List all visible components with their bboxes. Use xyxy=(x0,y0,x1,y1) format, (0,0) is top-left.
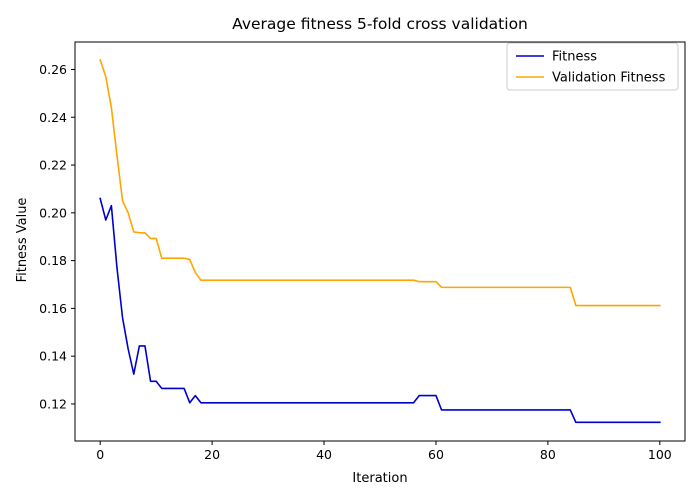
y-tick-label: 0.14 xyxy=(39,349,67,364)
x-tick-label: 0 xyxy=(96,447,104,462)
y-tick-label: 0.20 xyxy=(39,205,67,220)
y-tick-label: 0.18 xyxy=(39,253,67,268)
x-tick-label: 60 xyxy=(428,447,444,462)
x-tick-label: 100 xyxy=(648,447,672,462)
y-tick-label: 0.26 xyxy=(39,62,67,77)
legend-label-fitness: Fitness xyxy=(552,50,597,65)
y-tick-label: 0.16 xyxy=(39,301,67,316)
x-tick-label: 20 xyxy=(204,447,220,462)
plot-area: 0 20 40 60 80 100 0.12 0.14 0.16 0.18 0.20 0.22 0.24… xyxy=(39,41,686,462)
series-line-validation-fitness xyxy=(99,58,661,307)
series-line-fitness xyxy=(99,197,661,424)
y-tick-label: 0.22 xyxy=(39,158,67,173)
chart-title: Average fitness 5-fold cross validation xyxy=(232,15,528,33)
legend: Fitness Validation Fitness xyxy=(506,42,679,91)
x-tick-label: 80 xyxy=(540,447,556,462)
legend-box xyxy=(506,42,679,91)
y-axis-label: Fitness Value xyxy=(15,198,30,283)
x-axis-label: Iteration xyxy=(352,471,407,486)
y-tick-label: 0.24 xyxy=(39,110,67,125)
x-tick-label: 40 xyxy=(316,447,332,462)
axes-frame xyxy=(74,41,686,442)
y-tick-label: 0.12 xyxy=(39,396,67,411)
legend-label-validation-fitness: Validation Fitness xyxy=(552,71,666,86)
